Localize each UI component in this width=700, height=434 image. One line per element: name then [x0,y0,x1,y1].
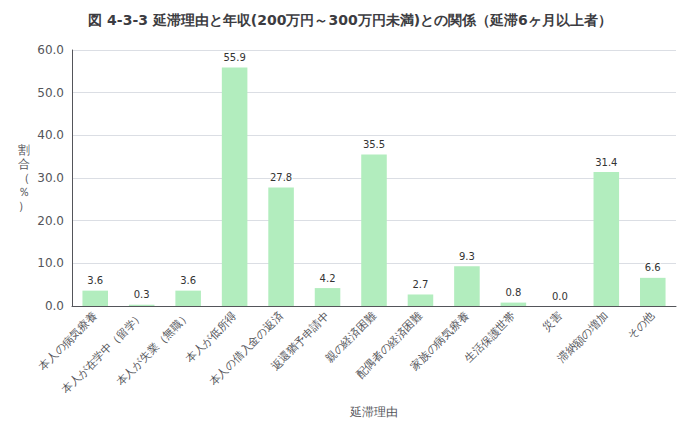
svg-text:10.0: 10.0 [37,256,64,270]
svg-text:3.6: 3.6 [87,275,103,286]
svg-text:滞納額の増加: 滞納額の増加 [555,309,611,365]
svg-text:0.8: 0.8 [505,287,521,298]
svg-text:％: ％ [18,185,30,199]
svg-text:返還猶予申請中: 返還猶予申請中 [268,309,332,373]
svg-text:30.0: 30.0 [37,171,64,185]
svg-text:）: ） [18,199,30,213]
svg-text:親の経済困難: 親の経済困難 [322,309,379,366]
svg-text:31.4: 31.4 [595,157,617,168]
svg-text:災害: 災害 [540,309,565,334]
svg-text:4.2: 4.2 [320,273,336,284]
svg-text:50.0: 50.0 [37,86,64,100]
svg-text:0.0: 0.0 [552,291,568,302]
svg-text:60.0: 60.0 [37,43,64,57]
svg-text:その他: その他 [625,309,658,342]
svg-text:本人が失業（無職）: 本人が失業（無職） [114,309,193,388]
svg-text:40.0: 40.0 [37,128,64,142]
svg-text:9.3: 9.3 [459,251,475,262]
svg-text:本人の借入金の返済: 本人の借入金の返済 [206,309,285,388]
svg-text:家族の病気療養: 家族の病気療養 [408,309,472,373]
svg-text:（: （ [18,171,30,185]
svg-text:本人の病気療養: 本人の病気療養 [36,309,100,373]
svg-text:20.0: 20.0 [37,214,64,228]
svg-text:3.6: 3.6 [180,275,196,286]
svg-text:図 4-3-3 延滞理由と年収(200万円～300万円未満): 図 4-3-3 延滞理由と年収(200万円～300万円未満)との関係（延滞6ヶ月… [88,12,612,28]
svg-text:0.3: 0.3 [134,289,150,300]
svg-text:配偶者の経済困難: 配偶者の経済困難 [353,309,426,381]
svg-text:本人が低所得: 本人が低所得 [183,309,240,366]
svg-text:生活保護世帯: 生活保護世帯 [462,309,518,365]
svg-text:6.6: 6.6 [645,262,661,273]
svg-text:2.7: 2.7 [413,279,429,290]
svg-text:35.5: 35.5 [363,139,385,150]
svg-text:本人が在学中（留学）: 本人が在学中（留学） [59,309,146,396]
svg-text:55.9: 55.9 [223,52,245,63]
svg-text:合: 合 [18,157,30,171]
svg-text:割: 割 [18,143,30,157]
svg-text:延滞理由: 延滞理由 [349,405,398,419]
svg-text:27.8: 27.8 [270,172,292,183]
svg-text:0.0: 0.0 [45,299,64,313]
